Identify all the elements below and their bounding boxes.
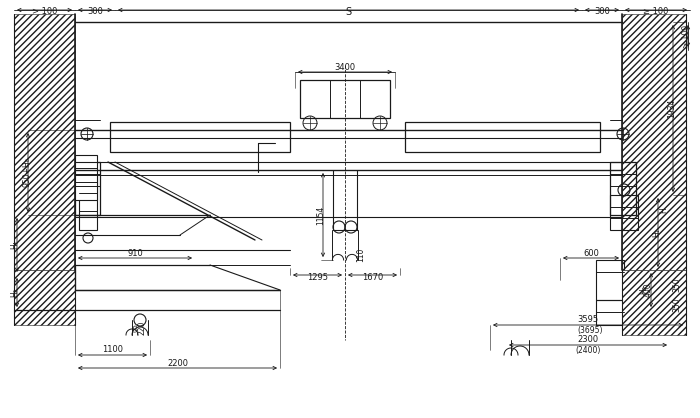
Text: 2300: 2300: [578, 336, 598, 344]
Text: 600: 600: [583, 248, 599, 257]
Text: 05: 05: [132, 324, 138, 332]
Text: H₃: H₃: [10, 288, 19, 297]
Text: H₂: H₂: [640, 285, 648, 294]
Bar: [14, 270, 75, 325]
Text: S: S: [345, 7, 351, 17]
Text: > 100: > 100: [682, 24, 691, 48]
Text: 110: 110: [356, 248, 365, 262]
Bar: [405, 122, 600, 152]
Bar: [622, 14, 686, 270]
Bar: [622, 270, 686, 335]
Text: H: H: [659, 207, 668, 213]
Text: 1295: 1295: [307, 273, 328, 281]
Text: 400: 400: [644, 283, 653, 297]
Text: (2400): (2400): [575, 346, 601, 354]
Bar: [75, 155, 97, 200]
Text: 350: 350: [673, 278, 682, 292]
Text: 910: 910: [127, 248, 143, 257]
Bar: [610, 195, 638, 230]
Bar: [610, 162, 636, 215]
Bar: [300, 80, 390, 118]
Text: 1670: 1670: [362, 273, 383, 281]
Bar: [14, 14, 75, 270]
Text: 950+H₀: 950+H₀: [22, 158, 31, 187]
Text: 3595: 3595: [578, 316, 598, 324]
Text: > 100: > 100: [32, 8, 57, 16]
Text: ≥ 100: ≥ 100: [643, 8, 668, 16]
Bar: [596, 300, 624, 325]
Text: 1934: 1934: [667, 99, 676, 118]
Text: (3695): (3695): [578, 326, 603, 334]
Text: 300: 300: [594, 8, 610, 16]
Text: 350: 350: [673, 298, 682, 312]
Bar: [79, 175, 97, 230]
Text: 300: 300: [87, 8, 103, 16]
Text: 220: 220: [137, 321, 146, 335]
Text: 3400: 3400: [335, 64, 356, 72]
Bar: [75, 162, 100, 215]
Text: H₁: H₁: [652, 228, 661, 237]
Text: 2200: 2200: [167, 359, 188, 367]
Text: 1154: 1154: [316, 205, 325, 224]
Bar: [596, 260, 624, 300]
Text: H₄: H₄: [10, 241, 19, 250]
Bar: [110, 122, 290, 152]
Text: 1100: 1100: [102, 346, 123, 354]
